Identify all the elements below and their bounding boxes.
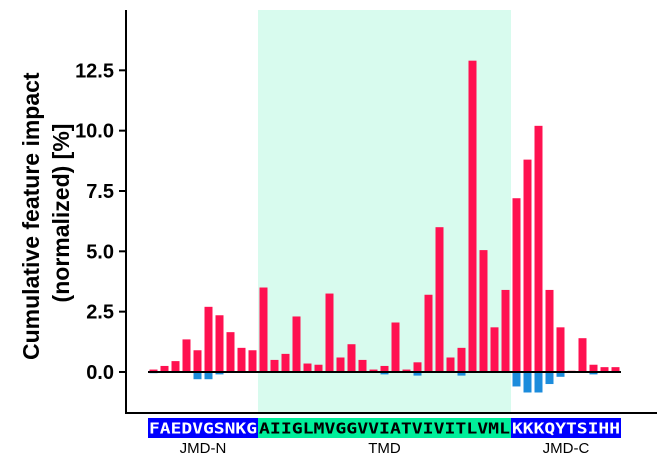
bar-positive-10	[259, 287, 268, 372]
y-axis-label: Cumulative feature impact (normalized) […	[18, 66, 74, 360]
y-axis-label-line-1: Cumulative feature impact	[18, 72, 44, 360]
bar-positive-13	[292, 316, 301, 372]
bar-positive-7	[226, 332, 235, 372]
bar-positive-23	[402, 369, 411, 372]
bar-positive-31	[490, 327, 499, 372]
y-ticks: 0.0 2.5 5.0 7.5 10.0 12.5	[75, 60, 126, 384]
bar-positive-5	[204, 306, 213, 372]
bar-positive-36	[545, 289, 554, 372]
bar-positive-20	[369, 369, 378, 372]
bar-positive-11	[270, 359, 279, 372]
bar-positive-42	[611, 367, 620, 372]
bar-positive-3	[182, 339, 191, 372]
sequence-text-jmd-c: KKKQYTSIHH	[512, 420, 620, 438]
sequence-box-jmd-n	[148, 418, 258, 438]
bar-positive-12	[281, 353, 290, 372]
bar-positive-18	[347, 344, 356, 372]
bar-positive-6	[215, 315, 224, 372]
bar-positive-1	[160, 365, 169, 372]
bar-negative-6	[215, 371, 224, 375]
bar-negative-36	[545, 371, 554, 385]
bar-positive-22	[391, 322, 400, 372]
bar-positive-41	[600, 367, 609, 372]
bar-negative-24	[413, 371, 422, 376]
bar-positive-0	[149, 369, 158, 372]
bar-positive-16	[325, 293, 334, 372]
bar-positive-30	[479, 250, 488, 372]
bar-positive-17	[336, 357, 345, 372]
y-tick-label-4: 10.0	[75, 121, 114, 143]
bars	[149, 60, 620, 393]
bar-positive-26	[435, 227, 444, 372]
bar-positive-40	[589, 364, 598, 372]
bar-positive-2	[171, 361, 180, 372]
sequence-box-tmd	[258, 418, 511, 438]
bar-negative-21	[380, 371, 389, 375]
y-tick-label-0: 0.0	[86, 362, 114, 384]
bar-negative-28	[457, 371, 466, 376]
bar-negative-40	[589, 371, 598, 375]
bar-positive-34	[523, 159, 532, 372]
bar-positive-9	[248, 350, 257, 372]
y-tick-label-1: 2.5	[86, 302, 114, 324]
bar-positive-8	[237, 347, 246, 372]
y-tick-label-5: 12.5	[75, 60, 114, 82]
bar-positive-32	[501, 289, 510, 372]
bar-positive-33	[512, 198, 521, 372]
sequence-text-tmd: AIIGLMVGGVVIATVIVITLVML	[259, 420, 510, 438]
y-tick-label-3: 7.5	[86, 181, 114, 203]
region-label-jmd-c: JMD-C	[543, 440, 590, 457]
sequence-box-jmd-c	[511, 418, 621, 438]
y-tick-label-2: 5.0	[86, 241, 114, 263]
region-label-tmd: TMD	[368, 440, 401, 457]
bar-positive-27	[446, 357, 455, 372]
bar-positive-24	[413, 362, 422, 372]
bar-positive-15	[314, 364, 323, 372]
region-label-jmd-n: JMD-N	[180, 440, 227, 457]
bar-positive-28	[457, 347, 466, 372]
bar-positive-14	[303, 363, 312, 372]
bar-negative-34	[523, 371, 532, 393]
bar-positive-25	[424, 294, 433, 372]
bar-positive-29	[468, 60, 477, 372]
bar-positive-4	[193, 350, 202, 372]
bar-negative-37	[556, 371, 565, 377]
y-axis-label-line-2: (normalized) [%]	[48, 124, 74, 303]
bar-positive-37	[556, 327, 565, 372]
bar-negative-5	[204, 371, 213, 380]
bar-positive-19	[358, 359, 367, 372]
bar-positive-39	[578, 338, 587, 372]
bar-negative-35	[534, 371, 543, 393]
bar-negative-33	[512, 371, 521, 387]
bar-negative-4	[193, 371, 202, 380]
bar-positive-35	[534, 125, 543, 372]
sequence-text-jmd-n: FAEDVGSNKG	[149, 420, 257, 438]
bar-positive-21	[380, 365, 389, 372]
sequence-strip: FAEDVGSNKG JMD-N AIIGLMVGGVVIATVIVITLVML TM…	[148, 418, 621, 457]
axes	[125, 10, 657, 414]
